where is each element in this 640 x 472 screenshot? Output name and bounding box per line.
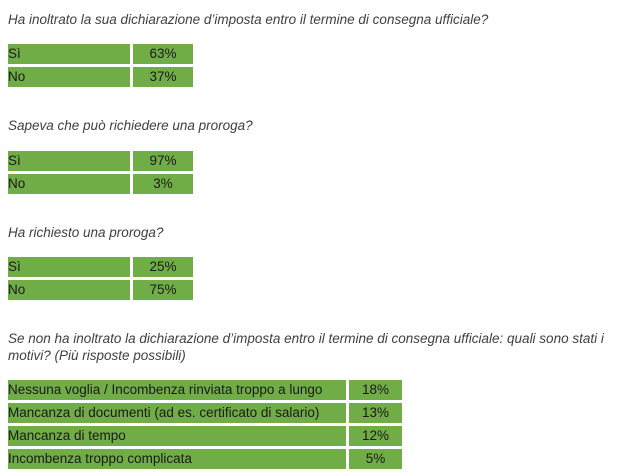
- percentage-cell: 18%: [349, 380, 402, 401]
- percentage-cell: 13%: [349, 403, 402, 424]
- survey-section: Ha inoltrato la sua dichiarazione d’impo…: [8, 11, 632, 90]
- table-row: Mancanza di documenti (ad es. certificat…: [8, 403, 402, 424]
- table-row: No 3%: [8, 173, 193, 194]
- results-table: Nessuna voglia / Incombenza rinviata tro…: [5, 377, 405, 472]
- table-row: Nessuna voglia / Incombenza rinviata tro…: [8, 380, 402, 401]
- answer-label-cell: Nessuna voglia / Incombenza rinviata tro…: [8, 380, 346, 401]
- table-row: No 37%: [8, 67, 193, 88]
- percentage-cell: 37%: [133, 67, 193, 88]
- question-text: Se non ha inoltrato la dichiarazione d’i…: [8, 330, 604, 364]
- percentage-cell: 25%: [133, 256, 193, 277]
- table-row: Mancanza di tempo 12%: [8, 426, 402, 447]
- answer-label-cell: Mancanza di documenti (ad es. certificat…: [8, 403, 346, 424]
- question-text: Ha richiesto una proroga?: [8, 224, 164, 240]
- table-row: Sì 63%: [8, 44, 193, 65]
- answer-label-cell: Sì: [8, 44, 130, 65]
- results-table: Sì 97% No 3%: [5, 148, 196, 197]
- table-row: Incombenza troppo complicata 5%: [8, 449, 402, 470]
- survey-section: Se non ha inoltrato la dichiarazione d’i…: [8, 330, 632, 472]
- percentage-cell: 97%: [133, 150, 193, 171]
- results-table: Sì 63% No 37%: [5, 41, 196, 90]
- percentage-cell: 5%: [349, 449, 402, 470]
- answer-label-cell: Mancanza di tempo: [8, 426, 346, 447]
- answer-label-cell: Sì: [8, 256, 130, 277]
- answer-label-cell: Sì: [8, 150, 130, 171]
- results-table: Sì 25% No 75%: [5, 254, 196, 303]
- table-row: No 75%: [8, 279, 193, 300]
- answer-label-cell: Incombenza troppo complicata: [8, 449, 346, 470]
- percentage-cell: 63%: [133, 44, 193, 65]
- question-text: Ha inoltrato la sua dichiarazione d’impo…: [8, 12, 489, 27]
- survey-section: Sapeva che può richiedere una proroga? S…: [8, 117, 632, 196]
- answer-label-cell: No: [8, 67, 130, 88]
- answer-label-cell: No: [8, 173, 130, 194]
- percentage-cell: 3%: [133, 173, 193, 194]
- question-text: Sapeva che può richiedere una proroga?: [8, 118, 253, 134]
- answer-label-cell: No: [8, 279, 130, 300]
- table-row: Sì 25%: [8, 256, 193, 277]
- percentage-cell: 75%: [133, 279, 193, 300]
- table-row: Sì 97%: [8, 150, 193, 171]
- percentage-cell: 12%: [349, 426, 402, 447]
- survey-document: Ha inoltrato la sua dichiarazione d’impo…: [8, 11, 632, 472]
- survey-section: Ha richiesto una proroga? Sì 25% No 75%: [8, 224, 632, 303]
